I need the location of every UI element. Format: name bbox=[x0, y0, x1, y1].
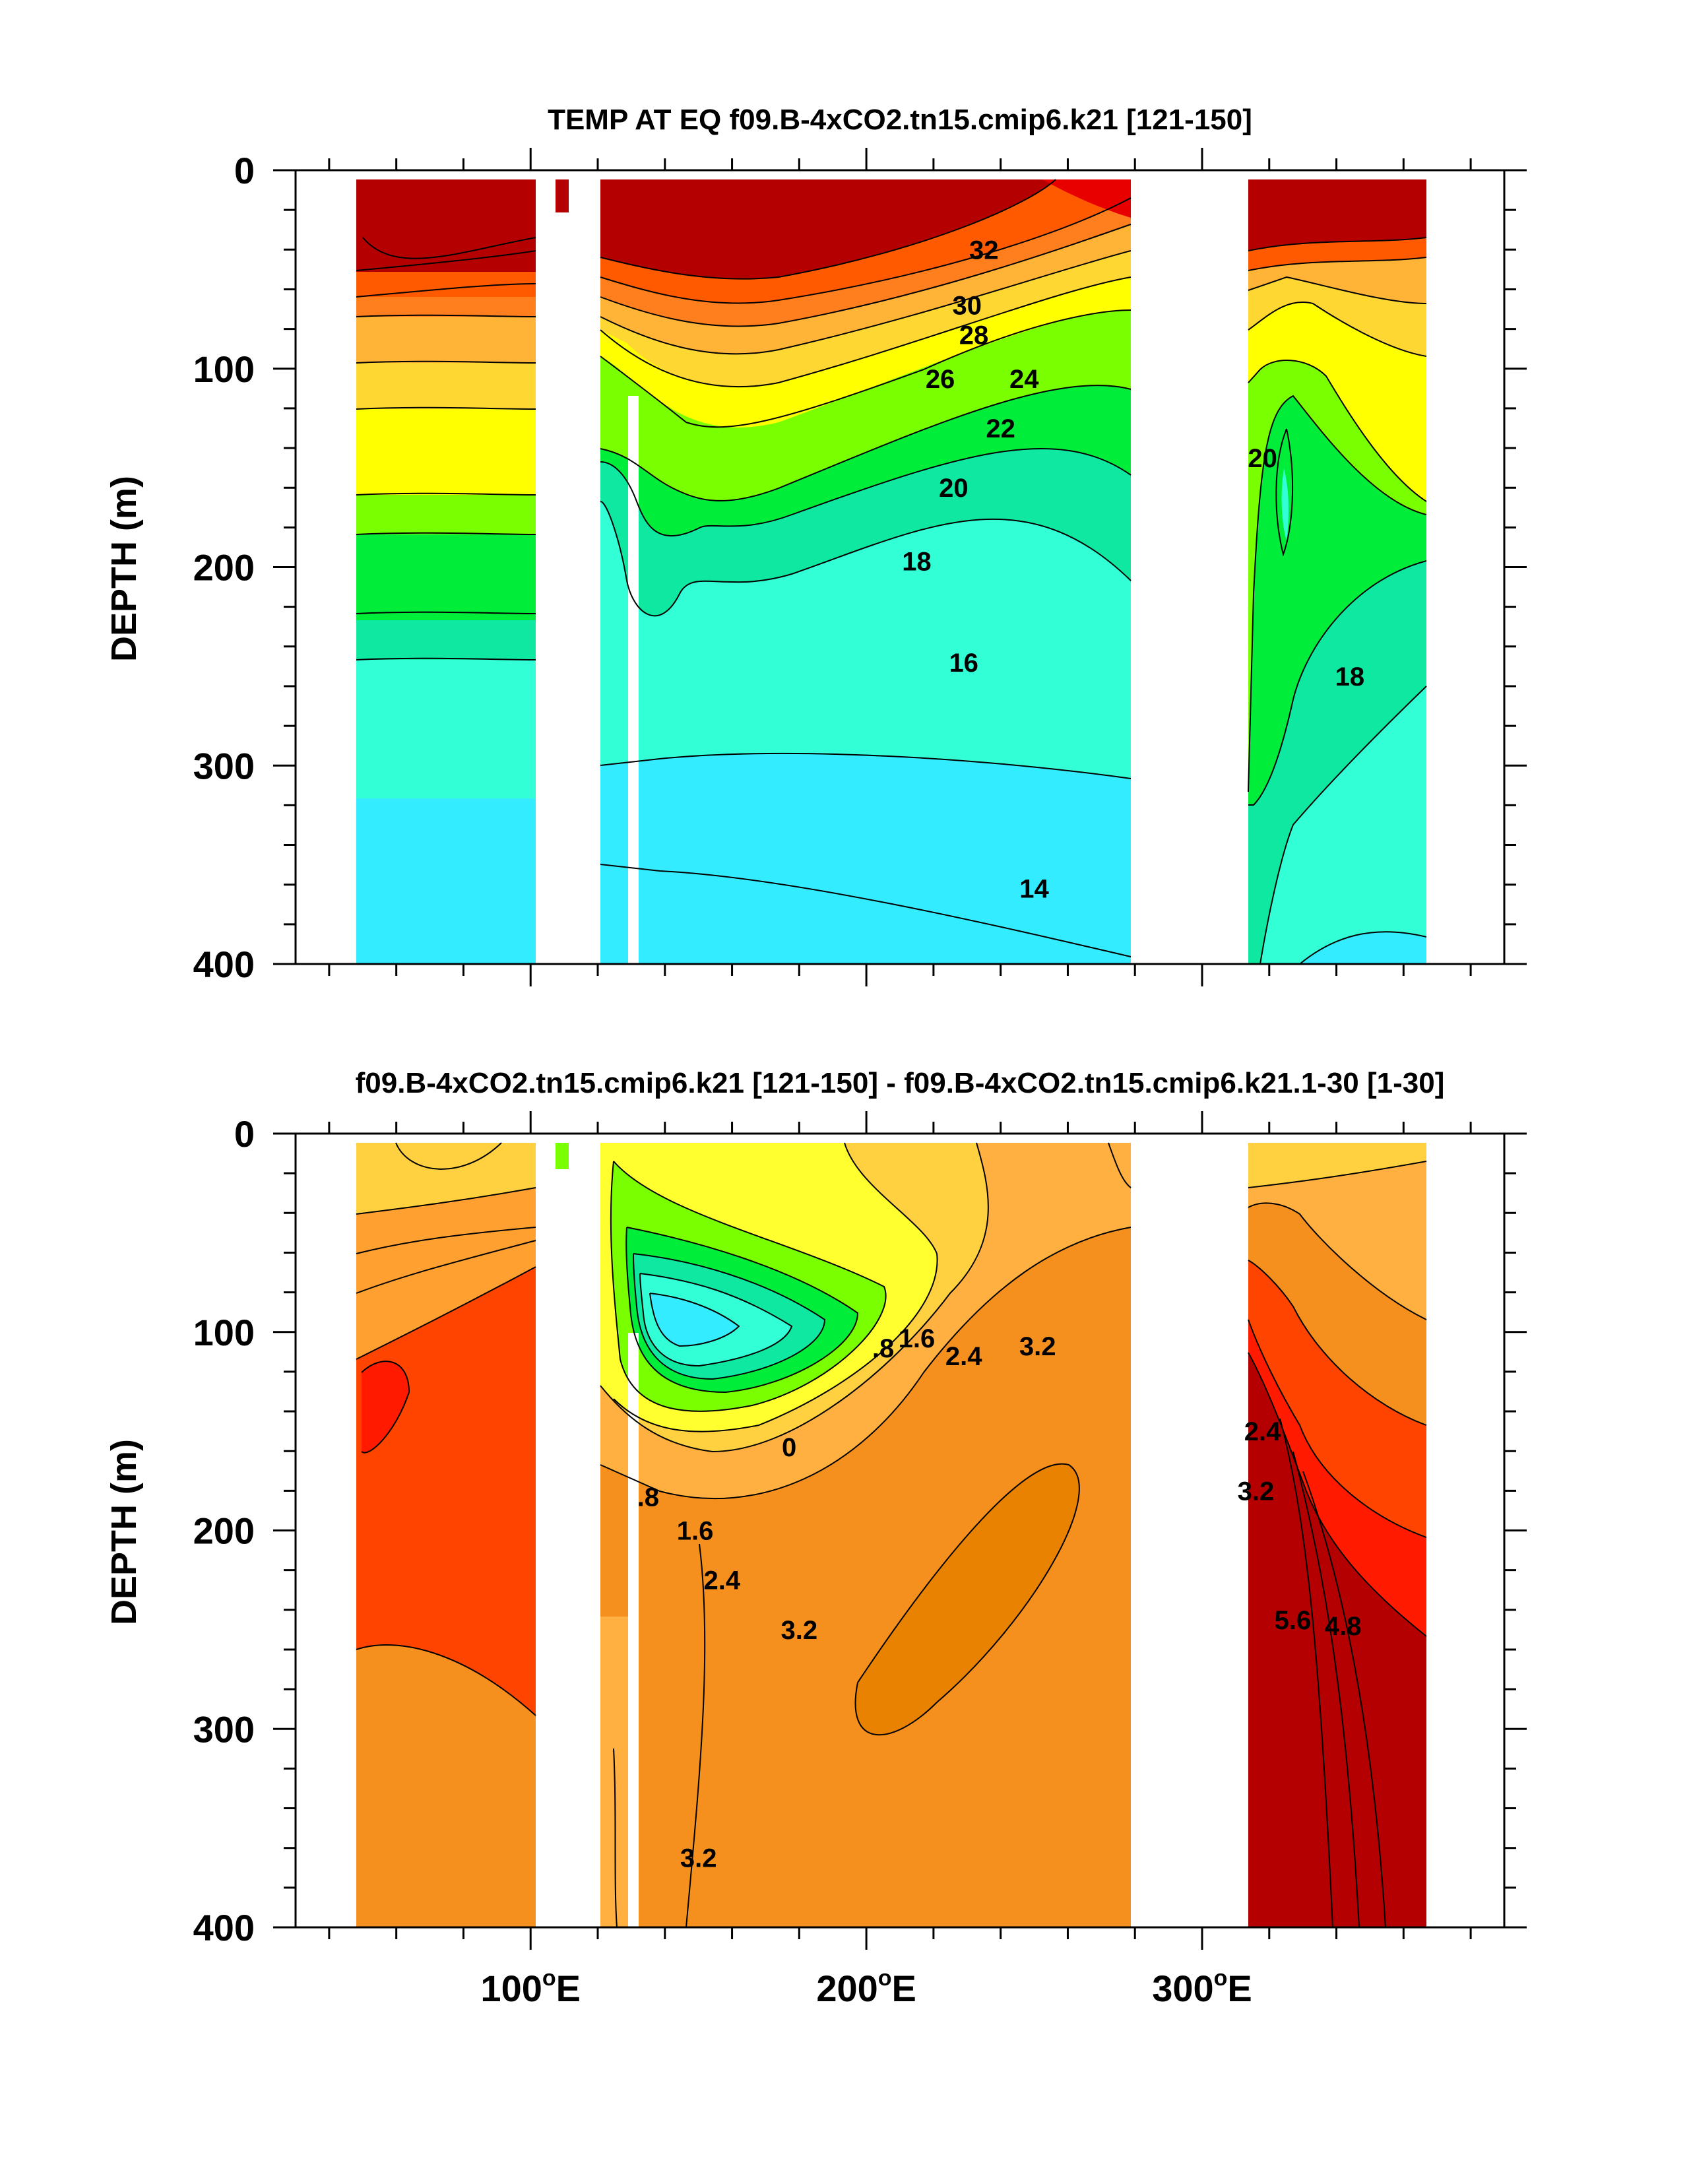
top-gap-strip bbox=[628, 396, 639, 964]
svg-text:30: 30 bbox=[953, 292, 982, 321]
contour-label: 3.2 bbox=[1019, 1332, 1056, 1361]
svg-text:1.6: 1.6 bbox=[899, 1324, 936, 1353]
contour-label: 20 bbox=[1248, 444, 1277, 473]
svg-text:16: 16 bbox=[949, 649, 978, 678]
y-tick-label: 300 bbox=[193, 1708, 255, 1750]
svg-text:2.4: 2.4 bbox=[1244, 1417, 1281, 1446]
svg-text:18: 18 bbox=[902, 547, 932, 576]
y-tick-label: 0 bbox=[234, 150, 255, 191]
svg-text:20: 20 bbox=[1248, 444, 1277, 473]
bottom-gap-strip bbox=[628, 1333, 639, 1927]
y-tick-label: 200 bbox=[193, 547, 255, 589]
bottom-contour-labels: 1.6.8 2.4 3.20.81.62.43.23.22.43.25.6 4.8 bbox=[637, 1324, 1362, 1873]
top-y-axis-label: DEPTH (m) bbox=[104, 476, 144, 662]
contour-label: 3.2 bbox=[680, 1844, 717, 1873]
contour-label: 14 bbox=[1019, 875, 1049, 904]
svg-text:1.6: 1.6 bbox=[677, 1517, 714, 1546]
contour-label: 26 bbox=[926, 365, 955, 394]
contour-label: 22 bbox=[986, 414, 1015, 443]
bottom-island-patch bbox=[556, 1143, 569, 1169]
contour-label: 1.6 bbox=[899, 1324, 936, 1353]
top-y-tick-labels: 0 100 200 300 400 bbox=[193, 150, 255, 985]
top-atlantic-block bbox=[1248, 179, 1426, 964]
svg-text:26: 26 bbox=[926, 365, 955, 394]
y-tick-label: 100 bbox=[193, 348, 255, 390]
svg-text:.8: .8 bbox=[872, 1334, 894, 1363]
y-tick-label: 400 bbox=[193, 1907, 255, 1948]
svg-text:3.2: 3.2 bbox=[1238, 1477, 1275, 1506]
y-tick-label: 300 bbox=[193, 745, 255, 787]
contour-label: 5.6 bbox=[1275, 1606, 1312, 1635]
svg-text:3.2: 3.2 bbox=[680, 1844, 717, 1873]
contour-label: 20 bbox=[939, 474, 969, 503]
top-island-patch bbox=[556, 179, 569, 212]
svg-text:2.4: 2.4 bbox=[703, 1566, 740, 1595]
contour-label: 2.4 bbox=[1244, 1417, 1281, 1446]
y-tick-label: 0 bbox=[234, 1113, 255, 1155]
contour-label: 24 bbox=[1009, 365, 1039, 394]
contour-label: 3.2 bbox=[781, 1616, 818, 1645]
contour-label: 18 bbox=[902, 547, 932, 576]
contour-label: 16 bbox=[949, 649, 978, 678]
contour-label: 32 bbox=[969, 236, 999, 265]
svg-text:2.4: 2.4 bbox=[945, 1342, 982, 1371]
contour-label: 4.8 bbox=[1325, 1612, 1362, 1641]
svg-text:5.6: 5.6 bbox=[1275, 1606, 1312, 1635]
bottom-anomaly-field bbox=[356, 1143, 1426, 1927]
contour-label: 2.4 bbox=[703, 1566, 740, 1595]
y-tick-label: 400 bbox=[193, 944, 255, 985]
bottom-axis-ticks bbox=[273, 1111, 1527, 1950]
x-tick-label: 200oE bbox=[816, 1966, 916, 2009]
bottom-contour-lines bbox=[356, 1142, 1427, 1927]
svg-text:28: 28 bbox=[959, 321, 989, 350]
top-indian-ocean-block bbox=[356, 179, 536, 964]
contour-label: 30 bbox=[953, 292, 982, 321]
bottom-y-axis-label: DEPTH (m) bbox=[104, 1439, 144, 1625]
x-tick-label: 100oE bbox=[480, 1966, 581, 2009]
contour-label: .8 bbox=[872, 1334, 894, 1363]
bottom-x-tick-labels: 100oE 200oE 300oE bbox=[480, 1966, 1252, 2009]
top-pacific-block bbox=[600, 179, 1131, 964]
svg-text:24: 24 bbox=[1009, 365, 1039, 394]
svg-text:3.2: 3.2 bbox=[1019, 1332, 1056, 1361]
contour-label: 0 bbox=[782, 1433, 796, 1462]
svg-text:32: 32 bbox=[969, 236, 999, 265]
bottom-atlantic-block bbox=[1248, 1143, 1426, 1927]
contour-label: 1.6 bbox=[677, 1517, 714, 1546]
bottom-indian-ocean-block bbox=[356, 1143, 536, 1927]
svg-text:4.8: 4.8 bbox=[1325, 1612, 1362, 1641]
svg-text:14: 14 bbox=[1019, 875, 1049, 904]
contour-label: 28 bbox=[959, 321, 989, 350]
svg-text:20: 20 bbox=[939, 474, 969, 503]
y-tick-label: 200 bbox=[193, 1510, 255, 1552]
top-temperature-field bbox=[356, 179, 1426, 964]
contour-label: 18 bbox=[1335, 662, 1365, 691]
svg-text:18: 18 bbox=[1335, 662, 1365, 691]
bottom-pacific-block bbox=[600, 1143, 1131, 1927]
contour-label: 2.4 bbox=[945, 1342, 982, 1371]
svg-text:.8: .8 bbox=[637, 1483, 659, 1512]
contour-label: 3.2 bbox=[1238, 1477, 1275, 1506]
svg-text:22: 22 bbox=[986, 414, 1015, 443]
x-tick-label: 300oE bbox=[1152, 1966, 1252, 2009]
top-contour-lines bbox=[356, 179, 1427, 964]
bottom-y-tick-labels: 0 100 200 300 400 bbox=[193, 1113, 255, 1948]
svg-text:0: 0 bbox=[782, 1433, 796, 1462]
top-panel-title: TEMP AT EQ f09.B-4xCO2.tn15.cmip6.k21 [1… bbox=[548, 104, 1252, 136]
bottom-panel-title: f09.B-4xCO2.tn15.cmip6.k21 [121-150] - f… bbox=[356, 1067, 1445, 1099]
y-tick-label: 100 bbox=[193, 1312, 255, 1353]
contour-label: .8 bbox=[637, 1483, 659, 1512]
svg-text:3.2: 3.2 bbox=[781, 1616, 818, 1645]
top-axis-ticks bbox=[273, 148, 1527, 986]
